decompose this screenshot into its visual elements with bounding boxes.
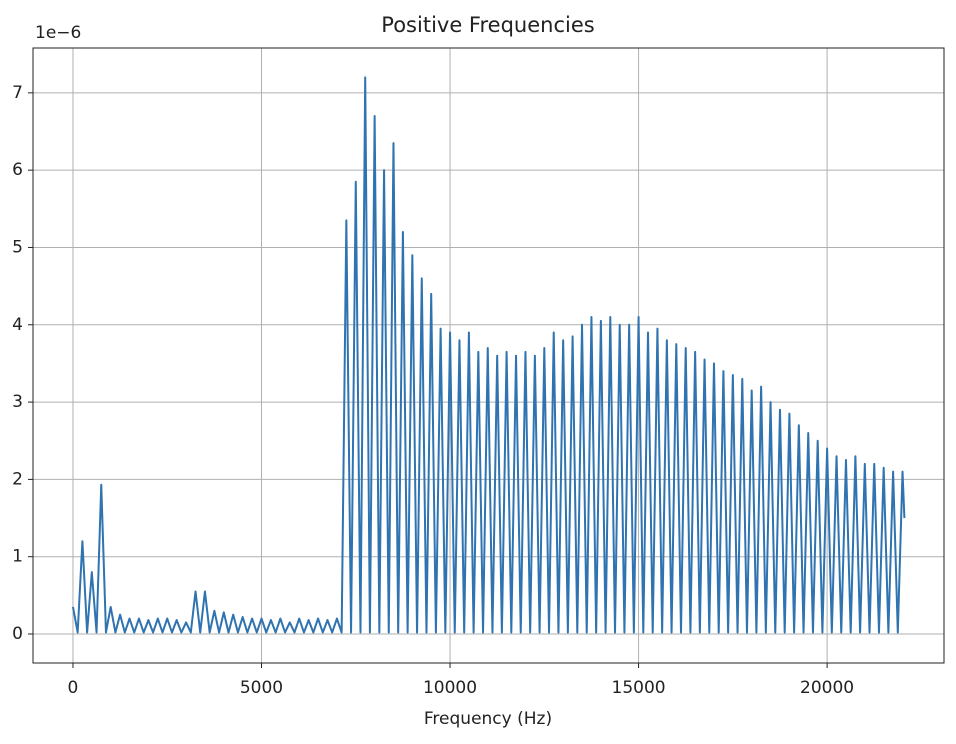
y-tick-label: 3 (12, 392, 23, 412)
x-tick-label: 5000 (240, 678, 283, 698)
x-axis-label: Frequency (Hz) (424, 709, 552, 729)
x-tick-label: 15000 (612, 678, 666, 698)
chart-title: Positive Frequencies (381, 13, 594, 37)
axes-frame (32, 47, 945, 664)
y-tick-label: 7 (12, 83, 23, 103)
y-tick-label: 6 (12, 160, 23, 180)
y-tick-label: 2 (12, 469, 23, 489)
y-tick-label: 5 (12, 237, 23, 257)
y-offset-label: 1e−6 (35, 23, 81, 43)
y-tick-label: 4 (12, 315, 23, 335)
data-line (71, 76, 906, 634)
plot-area: 0 5000 10000 15000 20000 0 1 2 3 4 5 6 7 (12, 48, 944, 698)
x-tick-label: 10000 (423, 678, 477, 698)
x-tick-label: 20000 (800, 678, 854, 698)
y-tick-label: 1 (12, 547, 23, 567)
y-tick-label: 0 (12, 624, 23, 644)
x-tick-label: 0 (68, 678, 79, 698)
